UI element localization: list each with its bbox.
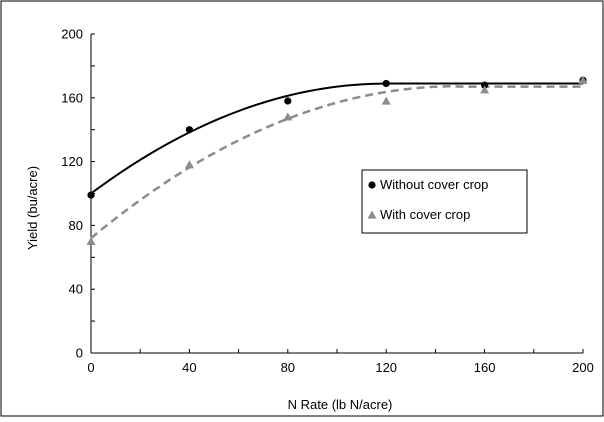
legend-label-with-cover: With cover crop: [380, 207, 470, 222]
y-tick-label: 80: [69, 218, 83, 233]
data-point-without-cover: [382, 79, 390, 88]
data-point-with-cover: [283, 112, 293, 121]
data-point-with-cover: [578, 75, 588, 84]
data-point-without-cover: [284, 97, 292, 105]
x-tick-label: 0: [87, 360, 94, 375]
x-tick-label: 120: [375, 360, 397, 375]
y-tick-label: 160: [61, 90, 83, 105]
fit-line-without-cover: [90, 82, 583, 195]
legend: Without cover crop With cover crop: [361, 169, 528, 234]
legend-triangle-marker: [367, 210, 377, 219]
x-axis-title: N Rate (lb N/acre): [288, 397, 393, 412]
data-point-with-cover: [480, 85, 490, 94]
x-tick-label: 200: [572, 360, 594, 375]
x-tick-label: 40: [182, 360, 196, 375]
data-point-with-cover: [184, 160, 194, 169]
x-tick-label: 80: [281, 360, 295, 375]
data-point-without-cover: [185, 126, 193, 134]
legend-marker-with-cover: [367, 210, 377, 219]
y-axis-title: Yield (bu/acre): [25, 166, 40, 250]
x-axis: 0 40 80 120 160 200: [87, 349, 594, 375]
data-point-without-cover: [87, 191, 95, 199]
y-tick-label: 200: [61, 27, 83, 42]
x-tick-label: 160: [474, 360, 496, 375]
data-point-without-cover: [481, 81, 489, 89]
fit-line-with-cover: [90, 84, 583, 240]
data-points: [86, 75, 588, 245]
fit-curves: [90, 82, 583, 240]
legend-marker-without-cover: [368, 181, 376, 189]
legend-circle-marker: [368, 181, 376, 189]
data-point-with-cover: [86, 236, 96, 245]
legend-label-without-cover: Without cover crop: [380, 177, 488, 192]
y-tick-label: 120: [61, 154, 83, 169]
y-tick-label: 40: [69, 282, 83, 297]
y-tick-label: 0: [76, 346, 83, 361]
y-axis: 0 40 80 120 160 200: [61, 27, 95, 361]
data-point-with-cover: [381, 96, 391, 105]
legend-box: [361, 169, 528, 234]
